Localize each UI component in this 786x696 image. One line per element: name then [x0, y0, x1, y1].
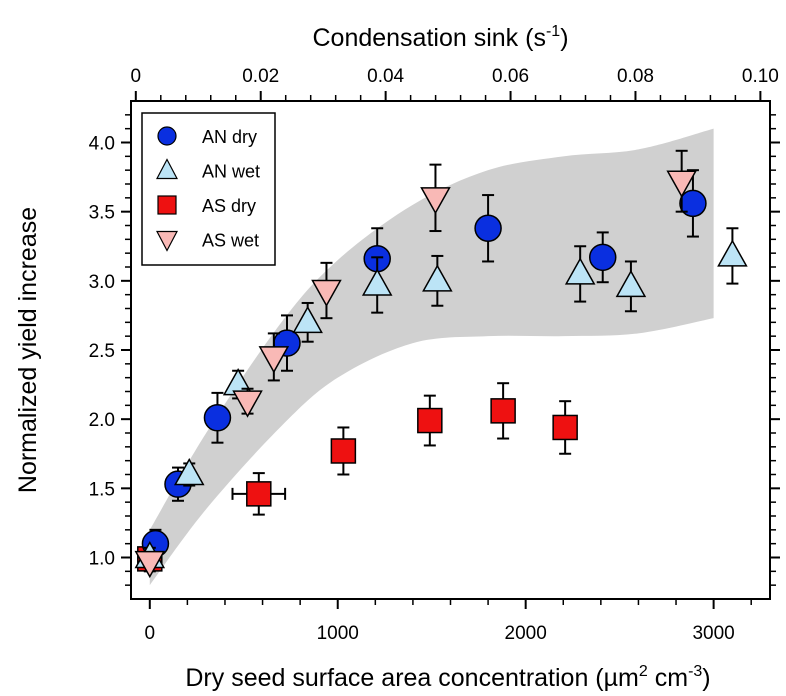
top-tick-label: 0.02	[242, 66, 279, 87]
legend-label: AN wet	[202, 162, 260, 182]
top-tick-label: 0.10	[742, 66, 779, 87]
axes-layer: 0 1000 2000 3000 1.0 1.5 2.0 2.5 3.0 3.5 4.0 0 0.02 0…	[89, 66, 780, 644]
data-point	[717, 239, 748, 267]
data-point	[134, 550, 166, 579]
data-point	[564, 257, 596, 285]
y-tick-label: 2.5	[89, 341, 115, 362]
data-point	[258, 346, 290, 374]
y-tick-label: 2.0	[89, 410, 115, 431]
y-axis-title: Normalized yield increase	[14, 207, 42, 493]
data-points-layer	[134, 149, 748, 579]
legend-triangle-down-marker	[156, 230, 178, 252]
data-point	[422, 264, 453, 292]
data-point	[474, 214, 502, 243]
y-tick-label: 3.5	[89, 203, 115, 224]
legend-label: AS wet	[202, 231, 259, 251]
data-point	[490, 398, 516, 424]
y-tick-label: 4.0	[89, 134, 115, 155]
y-tick-label: 1.5	[89, 479, 115, 500]
x-tick-label: 2000	[505, 623, 547, 644]
data-point	[311, 279, 342, 308]
data-point	[232, 390, 263, 418]
top-tick-label: 0.06	[492, 66, 529, 87]
series-an-wet	[134, 227, 748, 569]
legend-circle-marker	[157, 126, 177, 146]
legend: AN dry AN wet AS dry AS wet	[141, 112, 276, 266]
legend-item: AS dry	[157, 195, 256, 216]
legend-square-marker	[157, 195, 177, 215]
data-point	[552, 414, 578, 441]
data-point	[420, 187, 451, 215]
data-point	[666, 170, 697, 198]
uncertainty-band-layer	[149, 128, 714, 586]
data-point	[173, 457, 205, 486]
legend-label: AS dry	[202, 196, 256, 216]
legend-triangle-up-marker	[156, 158, 178, 180]
data-point	[246, 481, 272, 507]
data-point	[615, 269, 647, 298]
legend-label: AN dry	[202, 127, 257, 147]
data-point	[588, 243, 617, 272]
data-point	[361, 268, 393, 296]
legend-item: AN dry	[157, 126, 257, 147]
bottom-axis-title: Dry seed surface area concentration (µm2…	[185, 663, 710, 692]
top-tick-label: 0.08	[617, 66, 654, 87]
top-tick-label: 0	[131, 66, 142, 87]
data-point	[417, 407, 443, 434]
x-tick-label: 3000	[692, 623, 734, 644]
x-tick-label: 1000	[317, 623, 359, 644]
legend-item: AN wet	[156, 158, 260, 182]
top-tick-label: 0.04	[367, 66, 404, 87]
top-axis-title: Condensation sink (s-1)	[312, 23, 568, 52]
uncertainty-band	[149, 128, 714, 586]
y-tick-label: 3.0	[89, 272, 115, 293]
legend-item: AS wet	[156, 230, 259, 252]
series-as-wet	[134, 149, 697, 579]
data-point	[679, 189, 707, 218]
data-point	[292, 305, 323, 334]
y-tick-label: 1.0	[89, 549, 115, 570]
x-tick-label: 0	[145, 623, 156, 644]
data-point	[203, 404, 232, 432]
data-point	[330, 438, 357, 464]
